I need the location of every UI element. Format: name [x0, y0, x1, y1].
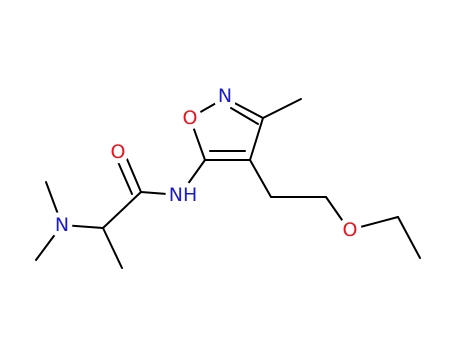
bond — [249, 159, 272, 198]
bond — [45, 181, 63, 226]
atom-label: O — [183, 107, 198, 129]
atom-label: NH — [169, 184, 198, 206]
bond — [348, 216, 399, 231]
atom-label: N — [218, 85, 232, 107]
bond — [249, 117, 264, 161]
bond — [61, 224, 104, 229]
atom-label: O — [111, 141, 126, 163]
bond — [179, 159, 206, 196]
bond — [114, 154, 133, 195]
bonds — [35, 97, 421, 269]
bond — [35, 224, 63, 261]
bond — [102, 191, 142, 229]
bond — [224, 97, 264, 119]
bond — [189, 117, 206, 161]
bond — [189, 97, 226, 119]
atom-label: O — [343, 219, 358, 241]
bond — [102, 227, 123, 269]
bond — [140, 191, 181, 196]
atom-label: N — [55, 214, 69, 236]
bond — [123, 151, 142, 193]
bond — [325, 196, 350, 231]
bond — [262, 98, 302, 119]
bond — [397, 216, 421, 259]
bond — [230, 107, 259, 125]
